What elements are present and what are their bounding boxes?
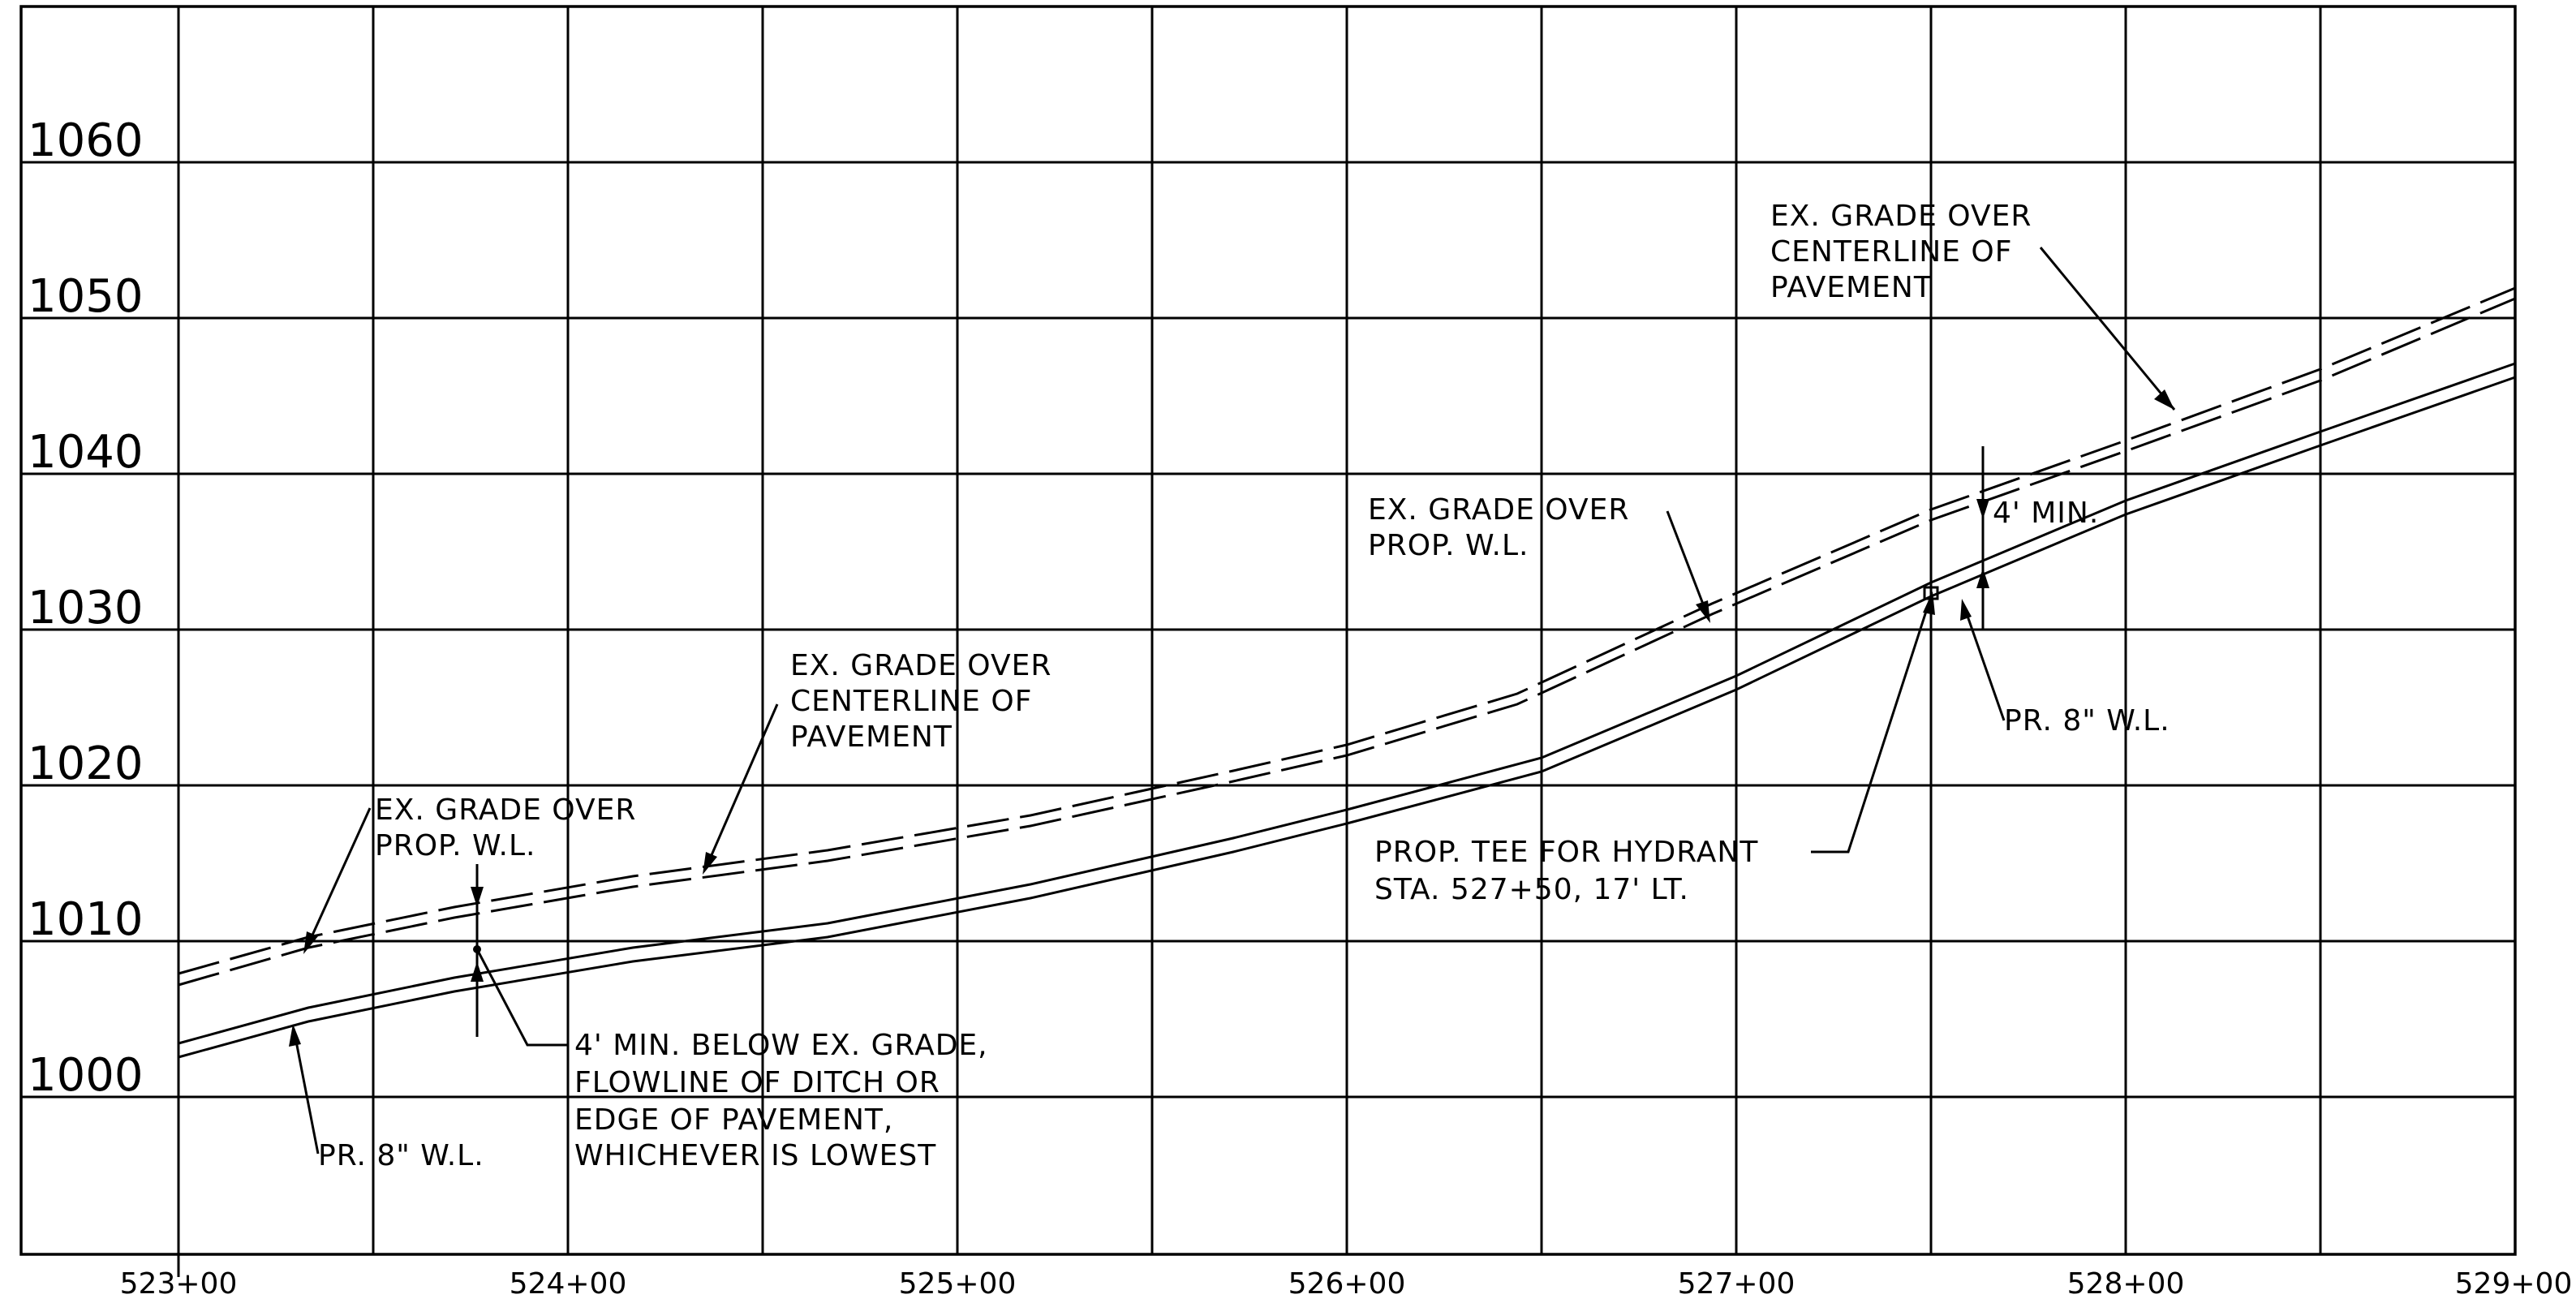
arrow-head xyxy=(471,887,484,907)
station-label: 528+00 xyxy=(2067,1267,2185,1301)
arrow-head xyxy=(471,961,484,982)
note-min-cover-right: 4' MIN. xyxy=(1993,497,2099,530)
note-grade-wl-left-line2: PROP. W.L. xyxy=(375,829,535,862)
station-label: 527+00 xyxy=(1678,1267,1795,1301)
arrow-head xyxy=(2154,389,2174,410)
note-grade-wl-left-line1: EX. GRADE OVER xyxy=(375,793,636,827)
note-grade-cl-mid-line1: EX. GRADE OVER xyxy=(790,649,1051,682)
note-min-cover-left-line2: FLOWLINE OF DITCH OR xyxy=(574,1066,940,1099)
note-min-cover-left-line1: 4' MIN. BELOW EX. GRADE, xyxy=(574,1029,988,1062)
leader-grade-cl-right xyxy=(2039,247,2176,411)
arrow-head xyxy=(703,852,717,875)
leader-grade-wl-mid xyxy=(1666,510,1709,617)
note-pipe-left: PR. 8" W.L. xyxy=(318,1139,484,1172)
water-line-bottom xyxy=(178,376,2516,1059)
elevation-label: 1040 xyxy=(28,426,144,479)
note-grade-wl-mid-line1: EX. GRADE OVER xyxy=(1368,493,1629,527)
elevation-label: 1050 xyxy=(28,270,144,323)
note-pipe-right: PR. 8" W.L. xyxy=(2004,704,2170,738)
leader-pipe-right xyxy=(1962,604,2006,721)
proposed-water-line xyxy=(178,362,2516,1059)
arrow-head xyxy=(289,1024,301,1047)
note-grade-cl-mid-line2: CENTERLINE OF xyxy=(790,685,1032,718)
annotation-leaders xyxy=(289,247,2176,1155)
note-tee-line2: STA. 527+50, 17' LT. xyxy=(1374,873,1689,906)
arrow-head xyxy=(303,931,318,954)
note-min-cover-left-line3: EDGE OF PAVEMENT, xyxy=(574,1103,893,1137)
elevation-label: 1020 xyxy=(28,738,144,790)
existing-grade-over-wl xyxy=(178,297,2516,987)
station-axis: 523+00 524+00 525+00 526+00 527+00 528+0… xyxy=(120,1267,2573,1301)
leader-grade-cl-mid xyxy=(704,703,779,869)
note-grade-cl-mid-line3: PAVEMENT xyxy=(790,720,953,754)
existing-grade xyxy=(178,286,2516,987)
water-line-top xyxy=(178,362,2516,1045)
note-min-cover-left-line4: WHICHEVER IS LOWEST xyxy=(574,1139,936,1172)
station-label: 529+00 xyxy=(2455,1267,2573,1301)
leader-grade-wl-left xyxy=(305,807,372,948)
note-grade-cl-right-line3: PAVEMENT xyxy=(1770,271,1933,304)
note-grade-wl-mid-line2: PROP. W.L. xyxy=(1368,529,1529,562)
arrow-head xyxy=(1696,600,1710,623)
note-grade-cl-right-line1: EX. GRADE OVER xyxy=(1770,200,2032,233)
note-grade-cl-right-line2: CENTERLINE OF xyxy=(1770,235,2012,269)
elevation-label: 1030 xyxy=(28,582,144,634)
leader-pipe-left xyxy=(292,1028,320,1155)
station-label: 526+00 xyxy=(1288,1267,1406,1301)
elevation-label: 1060 xyxy=(28,114,144,167)
arrow-head xyxy=(1960,599,1972,621)
arrow-head xyxy=(1976,568,1989,588)
arrow-head xyxy=(1923,591,1935,615)
station-label: 523+00 xyxy=(120,1267,238,1301)
station-label: 525+00 xyxy=(899,1267,1017,1301)
elevation-label: 1000 xyxy=(28,1049,144,1102)
arrow-head xyxy=(1976,499,1989,519)
leader-min-cover-left xyxy=(475,948,568,1047)
leader-tee xyxy=(1811,596,1933,854)
grid xyxy=(21,6,2515,1277)
elevation-axis: 1060 1050 1040 1030 1020 1010 1000 xyxy=(28,114,144,1102)
elevation-label: 1010 xyxy=(28,893,144,946)
station-label: 524+00 xyxy=(510,1267,627,1301)
note-tee-line1: PROP. TEE FOR HYDRANT xyxy=(1374,836,1758,869)
existing-grade-centerline xyxy=(178,286,2516,975)
annotations: EX. GRADE OVER CENTERLINE OF PAVEMENT EX… xyxy=(318,200,2170,1172)
